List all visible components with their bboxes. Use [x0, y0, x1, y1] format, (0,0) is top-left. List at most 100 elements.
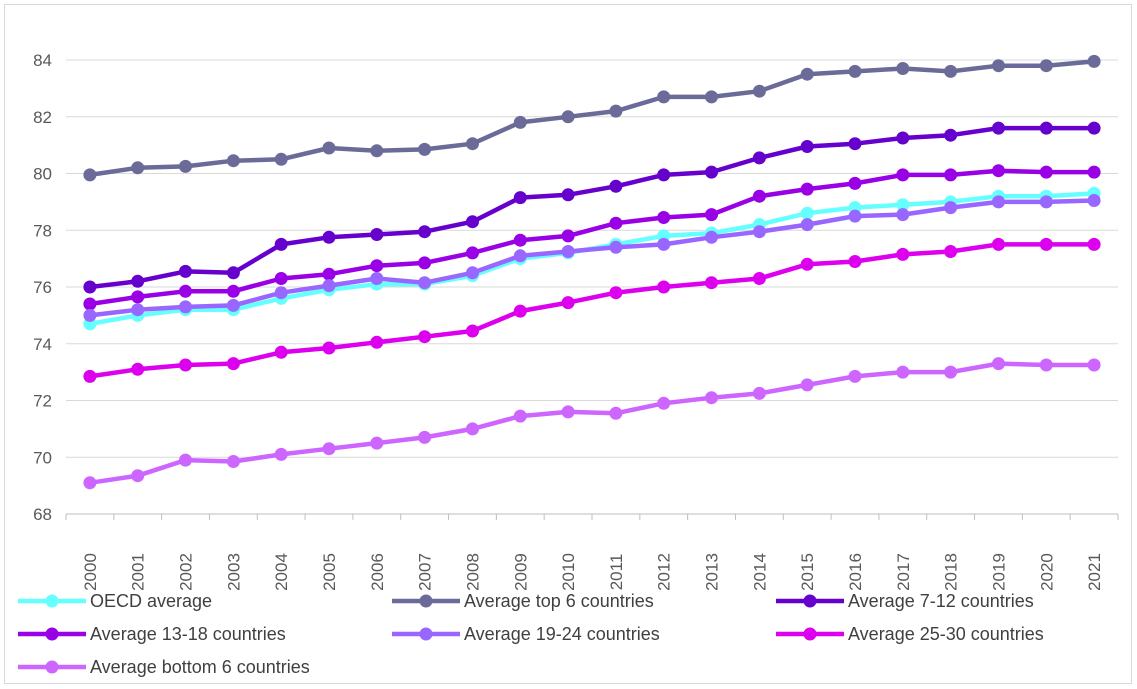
data-point: [466, 137, 479, 151]
y-tick-label: 78: [33, 221, 52, 240]
y-tick-label: 76: [33, 278, 52, 297]
x-tick-label: 2009: [511, 553, 530, 591]
legend-item: Average 25-30 countries: [776, 624, 1044, 644]
y-tick-label: 80: [33, 165, 52, 184]
data-point: [800, 140, 814, 153]
data-point: [609, 406, 623, 420]
data-point: [418, 330, 432, 344]
data-point: [226, 455, 240, 468]
data-point: [609, 240, 623, 254]
legend-swatch-marker: [45, 627, 59, 641]
data-point: [226, 266, 240, 280]
data-point: [609, 179, 623, 193]
legend-label: Average 7-12 countries: [848, 591, 1034, 611]
series-line: [87, 361, 1097, 486]
data-point: [513, 249, 527, 263]
data-point: [561, 188, 575, 202]
series-2: [83, 54, 1101, 182]
data-point: [752, 225, 766, 239]
data-point: [226, 298, 240, 312]
data-point: [274, 237, 288, 251]
series-6: [83, 237, 1101, 383]
y-tick-label: 68: [33, 505, 52, 524]
data-point: [896, 365, 910, 379]
data-point: [131, 303, 145, 317]
data-point: [944, 245, 958, 258]
data-point: [322, 341, 336, 355]
data-point: [800, 67, 814, 81]
data-point: [992, 357, 1005, 371]
data-point: [83, 476, 97, 490]
y-tick-label: 70: [33, 448, 52, 467]
x-tick-label: 2006: [368, 553, 387, 591]
data-point: [418, 142, 432, 156]
series-line: [87, 168, 1097, 307]
y-tick-label: 84: [33, 51, 52, 70]
data-point: [83, 168, 97, 182]
data-point: [131, 161, 145, 175]
data-point: [705, 165, 718, 179]
data-point: [848, 255, 862, 268]
data-point: [657, 168, 671, 182]
data-point: [1087, 237, 1101, 251]
series-line: [87, 59, 1097, 178]
data-point: [1087, 121, 1101, 135]
data-point: [322, 279, 336, 293]
data-point: [1087, 194, 1101, 207]
data-point: [561, 405, 575, 419]
data-point: [131, 362, 145, 376]
x-tick-label: 2014: [750, 553, 769, 591]
data-point: [800, 182, 814, 196]
data-point: [1087, 165, 1101, 179]
data-point: [226, 154, 240, 168]
x-tick-label: 2010: [559, 553, 578, 591]
data-point: [657, 90, 671, 104]
data-point: [848, 369, 862, 383]
series-3: [83, 121, 1101, 294]
legend-label: Average 13-18 countries: [90, 624, 286, 644]
data-point: [179, 453, 192, 467]
data-point: [896, 168, 910, 182]
data-point: [131, 469, 145, 483]
data-point: [800, 378, 814, 392]
data-point: [1039, 121, 1053, 135]
data-point: [944, 365, 958, 379]
data-point: [370, 335, 384, 349]
legend-swatch-marker: [419, 594, 433, 608]
data-point: [513, 115, 527, 129]
x-tick-label: 2002: [177, 553, 196, 591]
data-point: [705, 208, 718, 222]
data-point: [466, 324, 479, 338]
legend-swatch-marker: [803, 594, 817, 608]
data-point: [179, 358, 192, 372]
data-point: [705, 276, 718, 290]
data-point: [466, 215, 479, 229]
legend-label: Average 25-30 countries: [848, 624, 1044, 644]
data-point: [848, 64, 862, 78]
data-point: [992, 59, 1005, 73]
data-point: [561, 296, 575, 310]
data-point: [561, 229, 575, 243]
series-line: [87, 198, 1097, 318]
data-point: [226, 357, 240, 371]
data-point: [705, 230, 718, 244]
legend-item: Average bottom 6 countries: [18, 657, 310, 677]
data-point: [274, 272, 288, 285]
series-4: [83, 164, 1101, 311]
data-point: [1039, 195, 1053, 209]
data-point: [466, 246, 479, 260]
data-point: [944, 128, 958, 142]
data-point: [83, 280, 97, 294]
data-point: [896, 247, 910, 261]
data-point: [1039, 237, 1053, 251]
data-point: [513, 304, 527, 318]
legend-label: OECD average: [90, 591, 212, 611]
data-point: [609, 104, 623, 118]
data-point: [1087, 358, 1101, 372]
y-tick-label: 74: [33, 335, 52, 354]
data-point: [322, 267, 336, 281]
data-point: [752, 84, 766, 98]
legend-item: Average top 6 countries: [392, 591, 654, 611]
data-point: [752, 272, 766, 285]
data-point: [561, 110, 575, 124]
